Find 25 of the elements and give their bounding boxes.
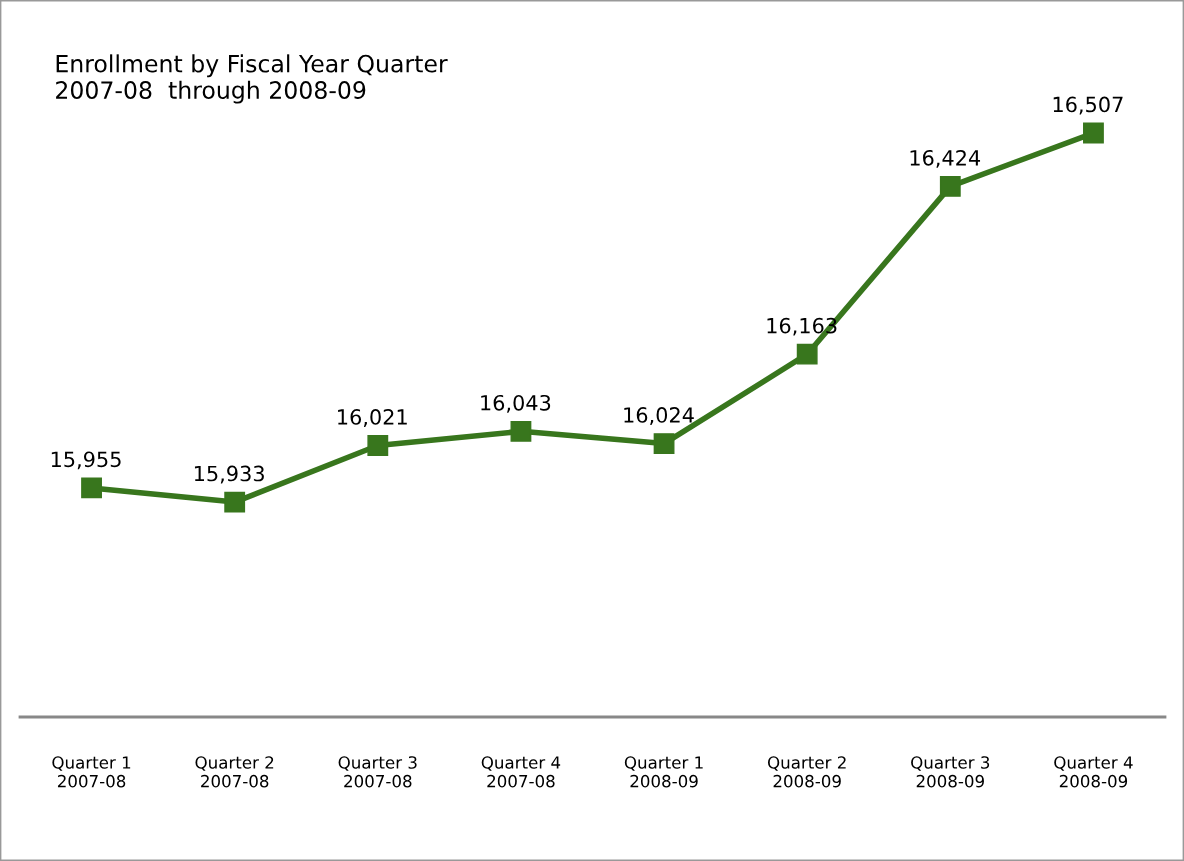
data-label: 16,021 [338,409,407,427]
data-label: 16,024 [624,407,694,425]
x-tick-label: Quarter 3 2007-08 [338,756,417,788]
point [1083,122,1104,144]
data-label: 15,955 [51,451,121,470]
data-label: 16,043 [481,394,551,413]
point [939,175,961,197]
x-tick-label: Quarter 1 2008-09 [624,756,703,788]
data-label: 15,933 [194,465,264,484]
x-tick-label: Quarter 3 2008-09 [911,756,990,788]
data-label: 16,424 [910,149,981,168]
x-tick-label: Quarter 2 2008-09 [767,756,846,788]
chart-subtitle: 2007-08 through 2008-09 [56,80,366,104]
point [367,435,389,456]
data-label: 16,507 [1053,96,1123,115]
x-tick-label: Quarter 2 2007-08 [195,756,274,788]
point [796,343,818,365]
point [224,491,246,513]
chart-title: Enrollment by Fiscal Year Quarter [56,54,448,78]
point [81,477,102,499]
x-tick-label: Quarter 4 2008-09 [1054,756,1133,788]
x-tick-label: Quarter 1 2007-08 [52,756,131,788]
x-tick-label: Quarter 4 2007-08 [481,756,561,788]
point [653,433,675,454]
point [510,420,532,442]
